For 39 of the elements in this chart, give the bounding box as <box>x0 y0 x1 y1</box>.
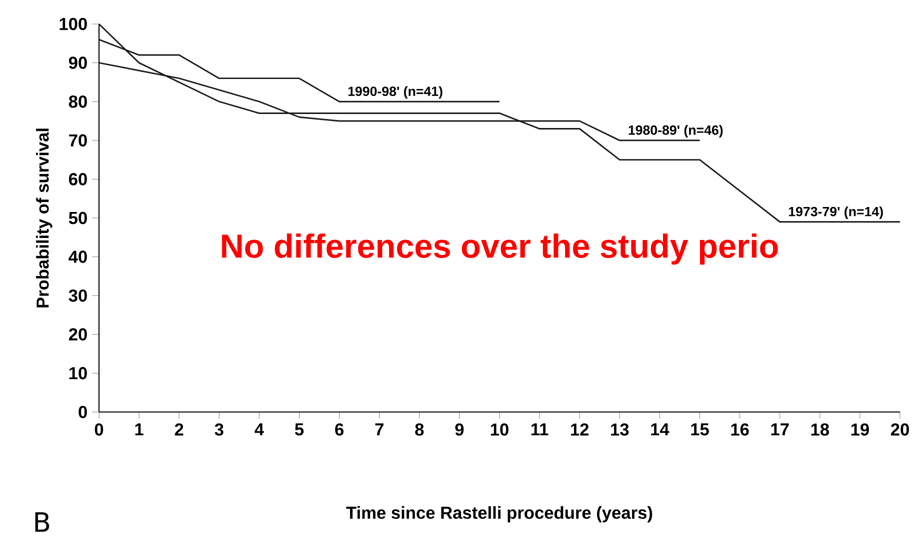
annotation: No differences over the study perio <box>222 234 778 265</box>
y-tick-label: 50 <box>68 212 87 224</box>
y-tick-label: 70 <box>69 134 87 147</box>
x-tick-label: 10 <box>490 423 508 436</box>
x-tick-label: 7 <box>375 423 384 436</box>
y-tick-label: 80 <box>68 95 87 108</box>
text: B <box>35 512 50 532</box>
series-label: 1973-79' (n=14) <box>788 206 883 219</box>
x-tick-label: 17 <box>771 423 789 436</box>
x-tick-label: 18 <box>811 423 830 436</box>
y-tick-label: 20 <box>68 328 87 341</box>
x-tick-label: 5 <box>294 423 304 436</box>
x-tick-label: 1 <box>135 423 144 436</box>
y-tick-label: 40 <box>68 250 87 263</box>
x-tick-label: 14 <box>651 423 670 436</box>
y-tick-label: 100 <box>60 18 87 30</box>
y-tick-label: 10 <box>69 367 87 380</box>
y-axis-title: Probability of survival <box>36 128 52 308</box>
x-tick-label: 4 <box>254 423 264 436</box>
y-tick-label: 90 <box>68 56 87 69</box>
x-tick-label: 20 <box>890 423 909 436</box>
x-tick-label: 9 <box>455 423 464 436</box>
x-tick-label: 8 <box>415 423 424 436</box>
x-tick-label: 2 <box>174 423 184 436</box>
y-tick-label: 30 <box>68 289 87 302</box>
x-tick-label: 19 <box>851 423 869 436</box>
series-label: 1980-89' (n=46) <box>628 125 723 138</box>
x-tick-label: 0 <box>94 423 104 436</box>
x-tick-label: 13 <box>611 423 629 436</box>
x-tick-label: 3 <box>214 423 224 436</box>
y-tick-label: 60 <box>68 173 87 186</box>
y-tick-label: 0 <box>78 406 87 418</box>
x-tick-label: 16 <box>731 423 749 436</box>
x-tick-label: 12 <box>571 423 589 436</box>
series-label: 1990-98' (n=41) <box>348 86 442 99</box>
x-tick-label: 11 <box>531 423 548 436</box>
x-axis-title: Time since Rastelli procedure (years) <box>346 506 652 522</box>
x-tick-label: 6 <box>335 423 344 436</box>
x-tick-label: 15 <box>691 423 709 436</box>
